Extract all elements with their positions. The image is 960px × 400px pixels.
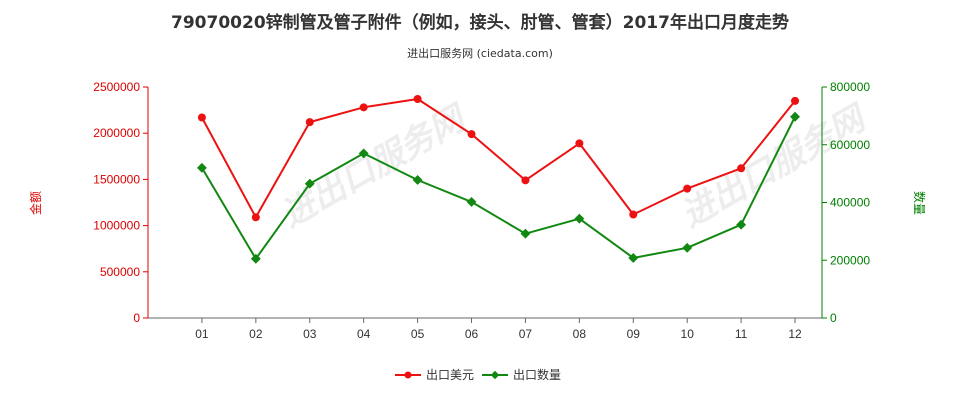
legend: 出口美元 出口数量 [395, 367, 561, 382]
right-tick-label-0: 0 [830, 311, 837, 325]
series-0-point-10 [737, 164, 746, 173]
left-axis-title: 金额 [28, 191, 43, 215]
x-tick-label-5: 06 [465, 327, 479, 341]
series-0-point-3 [359, 103, 368, 112]
x-tick-label-3: 04 [357, 327, 371, 341]
x-tick-label-8: 09 [627, 327, 641, 341]
series-1-point-5 [466, 196, 477, 207]
series-line-1 [201, 116, 796, 260]
chart-subtitle: 进出口服务网 (ciedata.com) [407, 46, 553, 60]
right-tick-label-2: 400000 [830, 196, 870, 210]
series-group [196, 95, 800, 264]
left-tick-label-5: 2500000 [93, 80, 140, 94]
right-axis-title: 数量 [912, 191, 927, 215]
series-1-point-3 [358, 148, 369, 159]
series-0-point-2 [305, 118, 314, 127]
series-0-point-9 [683, 184, 692, 193]
x-tick-label-11: 12 [788, 327, 802, 341]
legend-usd-marker [404, 371, 412, 379]
left-tick-label-1: 500000 [100, 265, 140, 279]
legend-qty-marker [490, 370, 500, 380]
series-1-point-11 [790, 111, 800, 122]
series-1-point-0 [196, 162, 207, 173]
chart-title: 79070020锌制管及管子附件（例如，接头、肘管、管套）2017年出口月度走势 [171, 12, 789, 33]
legend-item-qty[interactable]: 出口数量 [482, 367, 561, 382]
legend-item-usd[interactable]: 出口美元 [395, 368, 474, 382]
series-0-point-4 [413, 95, 422, 104]
right-tick-label-3: 600000 [830, 138, 870, 152]
x-tick-label-9: 10 [681, 327, 695, 341]
series-0-point-11 [791, 96, 800, 105]
right-tick-label-1: 200000 [830, 253, 870, 267]
x-tick-label-4: 05 [411, 327, 425, 341]
x-tick-label-6: 07 [519, 327, 533, 341]
series-0-point-0 [197, 113, 206, 122]
series-0-point-5 [467, 130, 476, 139]
legend-usd-label: 出口美元 [426, 368, 474, 382]
x-tick-label-7: 08 [573, 327, 587, 341]
left-tick-label-4: 2000000 [93, 126, 140, 140]
legend-qty-label: 出口数量 [513, 367, 561, 382]
series-1-point-9 [682, 242, 693, 253]
left-tick-label-3: 1500000 [93, 172, 140, 186]
series-0-point-8 [629, 210, 638, 219]
series-0-point-6 [521, 176, 530, 185]
x-tick-label-0: 01 [195, 327, 209, 341]
series-1-point-10 [736, 219, 747, 230]
series-1-point-2 [304, 178, 315, 189]
series-1-point-4 [412, 175, 423, 185]
series-line-0 [201, 98, 796, 219]
x-tick-label-1: 02 [249, 327, 263, 341]
series-0-point-1 [251, 213, 260, 222]
series-0-point-7 [575, 139, 584, 148]
x-tick-label-10: 11 [735, 327, 748, 341]
x-tick-label-2: 03 [303, 327, 317, 341]
series-1-point-6 [520, 228, 531, 239]
left-tick-label-2: 1000000 [93, 219, 140, 233]
right-tick-label-4: 800000 [830, 80, 870, 94]
watermark-group: 进出口服务网 进出口服务网 [275, 97, 876, 236]
left-tick-label-0: 0 [133, 311, 140, 325]
series-1-point-7 [574, 213, 585, 224]
axes-group: 0 500000 1000000 1500000 2000000 2500000 0 2000… [93, 80, 870, 341]
watermark-right: 进出口服务网 [675, 97, 876, 236]
series-1-point-8 [628, 252, 639, 263]
